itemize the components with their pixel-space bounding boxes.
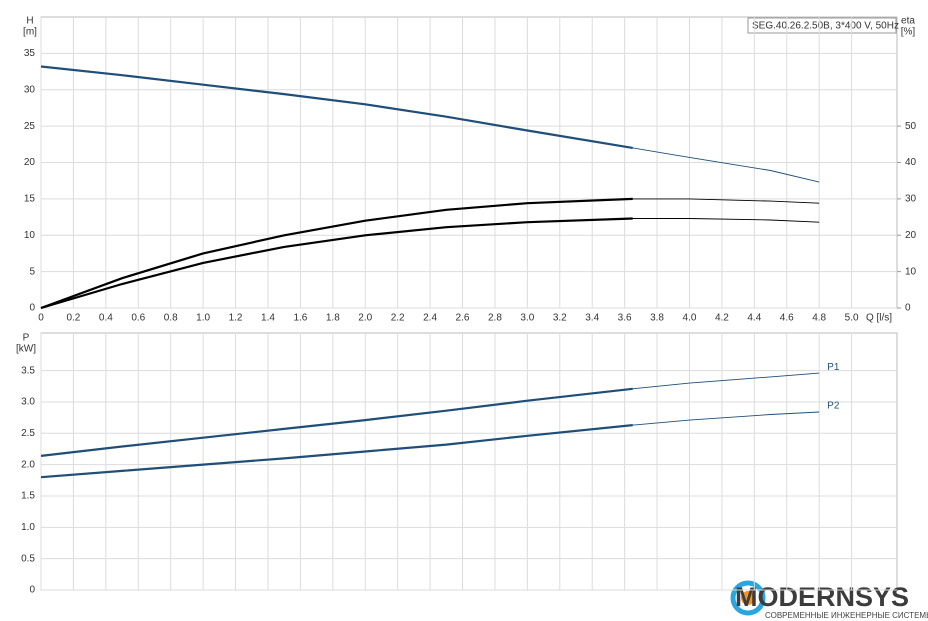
y-tick-label: 0 [29,303,35,314]
y2-unit: [%] [901,27,916,38]
y-tick-label: 1.5 [21,491,35,502]
x-tick-label: 4.4 [747,313,761,324]
y-tick-label: 10 [24,230,36,241]
x-tick-label: 3.0 [520,313,534,324]
x-tick-label: 3.2 [553,313,567,324]
y2-tick-label: 30 [905,194,917,205]
y-tick-label: 20 [24,157,36,168]
y2-tick-label: 50 [905,121,917,132]
x-tick-label: 0 [38,313,44,324]
logo-name: MODERNSYS [735,582,909,612]
y-tick-label: 0.5 [21,553,35,564]
y-tick-label: 2.0 [21,459,35,470]
x-tick-label: 1.0 [196,313,210,324]
x-tick-label: 1.6 [293,313,307,324]
x-tick-label: 3.6 [618,313,632,324]
x-tick-label: 0.4 [99,313,113,324]
x-tick-label: 0.6 [131,313,145,324]
x-tick-label: 3.4 [585,313,599,324]
x-tick-label: 0.2 [66,313,80,324]
x-tick-label: 1.2 [229,313,243,324]
y2-label: eta [901,16,915,27]
logo-ring [730,580,766,616]
y-label: H [26,16,33,27]
y-tick-label: 3.0 [21,397,35,408]
y-tick-label: 3.5 [21,365,35,376]
curve-operating [40,65,633,149]
x-tick-label: 2.8 [488,313,502,324]
curve-label: P2 [827,401,840,412]
curve-operating [40,217,633,310]
y-tick-label: 5 [29,266,35,277]
x-tick-label: 1.4 [261,313,275,324]
title-box [747,17,897,34]
chart-title: SEG.40.26.2.50B, 3*400 V, 50Hz [752,21,899,32]
x-tick-label: 1.8 [326,313,340,324]
curve-operating [40,197,633,310]
curve-operating [40,387,633,457]
y2-tick-label: 0 [905,303,911,314]
x-tick-label: 4.6 [780,313,794,324]
y-tick-label: 35 [24,48,36,59]
y2-tick-label: 10 [905,266,917,277]
y-label: P [23,333,30,344]
x-tick-label: 2.4 [423,313,437,324]
x-tick-label: 4.8 [812,313,826,324]
logo-tagline: СОВРЕМЕННЫЕ ИНЖЕНЕРНЫЕ СИСТЕМЫ [765,611,928,620]
y-tick-label: 30 [24,84,36,95]
y-tick-label: 2.5 [21,428,35,439]
logo-dot [741,591,755,605]
y-tick-label: 25 [24,121,36,132]
curve-operating [40,424,633,479]
y2-tick-label: 40 [905,157,917,168]
y-tick-label: 1.0 [21,522,35,533]
x-tick-label: 3.8 [650,313,664,324]
x-tick-label: 4.0 [683,313,697,324]
y-unit: [kW] [16,344,36,355]
y-tick-label: 0 [29,585,35,596]
y2-tick-label: 20 [905,230,917,241]
x-tick-label: 2.0 [358,313,372,324]
x-label: Q [l/s] [866,313,892,324]
curve-label: P1 [827,362,840,373]
y-tick-label: 15 [24,194,36,205]
plot-frame [40,332,898,591]
x-tick-label: 4.2 [715,313,729,324]
y-unit: [m] [23,27,37,38]
x-tick-label: 2.2 [391,313,405,324]
logo: MODERNSYS СОВРЕМЕННЫЕ ИНЖЕНЕРНЫЕ СИСТЕМЫ [730,580,928,620]
x-tick-label: 2.6 [456,313,470,324]
x-tick-label: 5.0 [845,313,859,324]
x-tick-label: 0.8 [164,313,178,324]
